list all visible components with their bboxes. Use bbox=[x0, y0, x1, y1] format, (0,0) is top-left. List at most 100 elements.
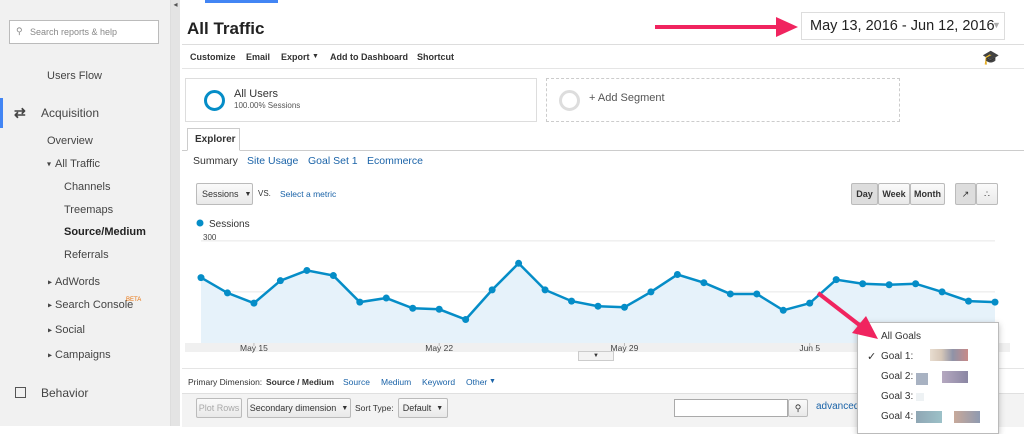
metric-select[interactable]: Sessions ▼ bbox=[196, 183, 253, 205]
active-bar bbox=[0, 98, 3, 128]
toolbar-item[interactable]: Export bbox=[281, 52, 310, 62]
goal-option[interactable]: Goal 3: bbox=[881, 391, 914, 402]
nav-section[interactable]: Acquisition bbox=[41, 106, 100, 120]
caret: ▼ bbox=[341, 404, 349, 412]
caret: ▸ bbox=[48, 300, 53, 310]
nav-item[interactable]: All Traffic bbox=[55, 158, 101, 170]
nav-item[interactable]: Social bbox=[55, 324, 85, 336]
point bbox=[276, 277, 284, 285]
dimension-label: Primary Dimension: bbox=[188, 377, 263, 387]
point bbox=[409, 304, 417, 312]
point bbox=[197, 274, 205, 282]
point bbox=[912, 280, 920, 288]
point bbox=[700, 279, 708, 287]
select-metric[interactable]: Select a metric bbox=[280, 189, 337, 199]
divider bbox=[182, 150, 1024, 151]
subtab[interactable]: Site Usage bbox=[247, 155, 299, 167]
redacted bbox=[930, 349, 968, 361]
caret: ▾ bbox=[47, 159, 52, 169]
y-tick-label: 300 bbox=[203, 233, 217, 242]
add-segment[interactable]: + Add Segment bbox=[546, 78, 900, 122]
nav-item[interactable]: Channels bbox=[64, 181, 111, 193]
redacted bbox=[916, 411, 942, 423]
segment-card[interactable]: All Users 100.00% Sessions bbox=[185, 78, 537, 122]
period-button[interactable]: Week bbox=[878, 183, 910, 205]
caret: ▸ bbox=[48, 277, 53, 287]
metric: Sessions bbox=[202, 189, 239, 199]
nav-item[interactable]: Campaigns bbox=[55, 349, 111, 361]
nav-item-active[interactable]: Source/Medium bbox=[64, 226, 146, 238]
add-segment-label: + Add Segment bbox=[589, 92, 665, 104]
segment-detail: 100.00% Sessions bbox=[234, 101, 301, 110]
search-button[interactable]: ⚲ bbox=[788, 399, 808, 417]
point bbox=[859, 280, 867, 288]
arrow-head bbox=[776, 17, 798, 37]
chart-type-button[interactable]: ∴ bbox=[976, 183, 998, 205]
dimension[interactable]: Source bbox=[343, 377, 370, 387]
icon[interactable]: 🎓 bbox=[982, 49, 1000, 65]
point bbox=[832, 276, 840, 284]
dimension[interactable]: Other bbox=[466, 377, 488, 387]
nav-item[interactable]: Treemaps bbox=[64, 204, 114, 216]
nav-item[interactable]: Overview bbox=[47, 135, 93, 147]
divider bbox=[182, 44, 1024, 45]
segment-ring bbox=[204, 90, 225, 111]
table-search[interactable] bbox=[674, 399, 788, 417]
tab[interactable]: Explorer bbox=[187, 128, 240, 151]
point bbox=[382, 294, 390, 302]
goal-option[interactable]: Goal 4: bbox=[881, 411, 914, 422]
point bbox=[303, 266, 311, 274]
dimension[interactable]: Keyword bbox=[422, 377, 456, 387]
legend-label: Sessions bbox=[209, 219, 250, 230]
label: Default bbox=[402, 403, 432, 413]
dimension[interactable]: Source / Medium bbox=[266, 377, 335, 387]
nav-item[interactable]: Users Flow bbox=[47, 70, 103, 82]
dimension[interactable]: Medium bbox=[381, 377, 412, 387]
caret: ▸ bbox=[48, 350, 53, 360]
toolbar-item[interactable]: Email bbox=[246, 52, 271, 62]
toolbar-item[interactable]: Customize bbox=[190, 52, 236, 62]
plot-rows[interactable]: Plot Rows bbox=[196, 398, 242, 418]
segment-ring bbox=[559, 90, 580, 111]
caret: ▸ bbox=[48, 325, 53, 335]
nav-section[interactable]: Behavior bbox=[41, 386, 89, 400]
period-button[interactable]: Day bbox=[851, 183, 878, 205]
sort-label: Sort Type: bbox=[355, 403, 394, 413]
nav-item[interactable]: Search Console bbox=[55, 299, 134, 311]
point bbox=[356, 298, 364, 306]
point bbox=[594, 302, 602, 310]
subtab[interactable]: Ecommerce bbox=[367, 155, 424, 167]
secondary-dimension[interactable]: Secondary dimension ▼ bbox=[247, 398, 351, 418]
chart-toggle[interactable]: ▼ bbox=[578, 351, 614, 361]
sidebar: ⚲ Search reports & help Users Flow ⇄ Acq… bbox=[0, 0, 171, 426]
x-tick-label: Jun 5 bbox=[799, 343, 820, 353]
toolbar-item[interactable]: Add to Dashboard bbox=[330, 52, 408, 62]
goals-dropdown: All Goals ✓ Goal 1: Goal 2: Goal 3: Goal… bbox=[857, 322, 999, 434]
collapse-bar[interactable]: ◂ bbox=[171, 0, 180, 426]
redacted bbox=[916, 373, 928, 385]
nav-item[interactable]: Referrals bbox=[64, 249, 109, 261]
period-button[interactable]: Month bbox=[910, 183, 945, 205]
date-picker[interactable]: May 13, 2016 - Jun 12, 2016 ▼ bbox=[801, 12, 1005, 40]
divider bbox=[182, 368, 1024, 369]
x-tick-label: May 22 bbox=[425, 343, 453, 353]
badge: BETA bbox=[126, 297, 142, 303]
goal-option[interactable]: Goal 1: bbox=[881, 351, 914, 362]
point bbox=[223, 289, 231, 297]
goal-option[interactable]: Goal 2: bbox=[881, 371, 914, 382]
toolbar-item[interactable]: Shortcut bbox=[417, 52, 454, 62]
advanced-link[interactable]: advanced bbox=[816, 401, 858, 412]
goal-option[interactable]: All Goals bbox=[881, 331, 922, 342]
sort-select[interactable]: Default ▼ bbox=[398, 398, 448, 418]
x-tick-label: May 29 bbox=[611, 343, 639, 353]
subtab[interactable]: Summary bbox=[193, 155, 238, 167]
advanced-link-wrap: advanced bbox=[816, 401, 858, 412]
search-box[interactable]: ⚲ Search reports & help bbox=[9, 20, 159, 44]
date-range: May 13, 2016 - Jun 12, 2016 bbox=[810, 18, 995, 34]
chart-type-button[interactable]: ↗ bbox=[955, 183, 976, 205]
divider bbox=[182, 68, 1024, 69]
nav-item[interactable]: AdWords bbox=[55, 276, 101, 288]
subtab[interactable]: Goal Set 1 bbox=[308, 155, 358, 167]
